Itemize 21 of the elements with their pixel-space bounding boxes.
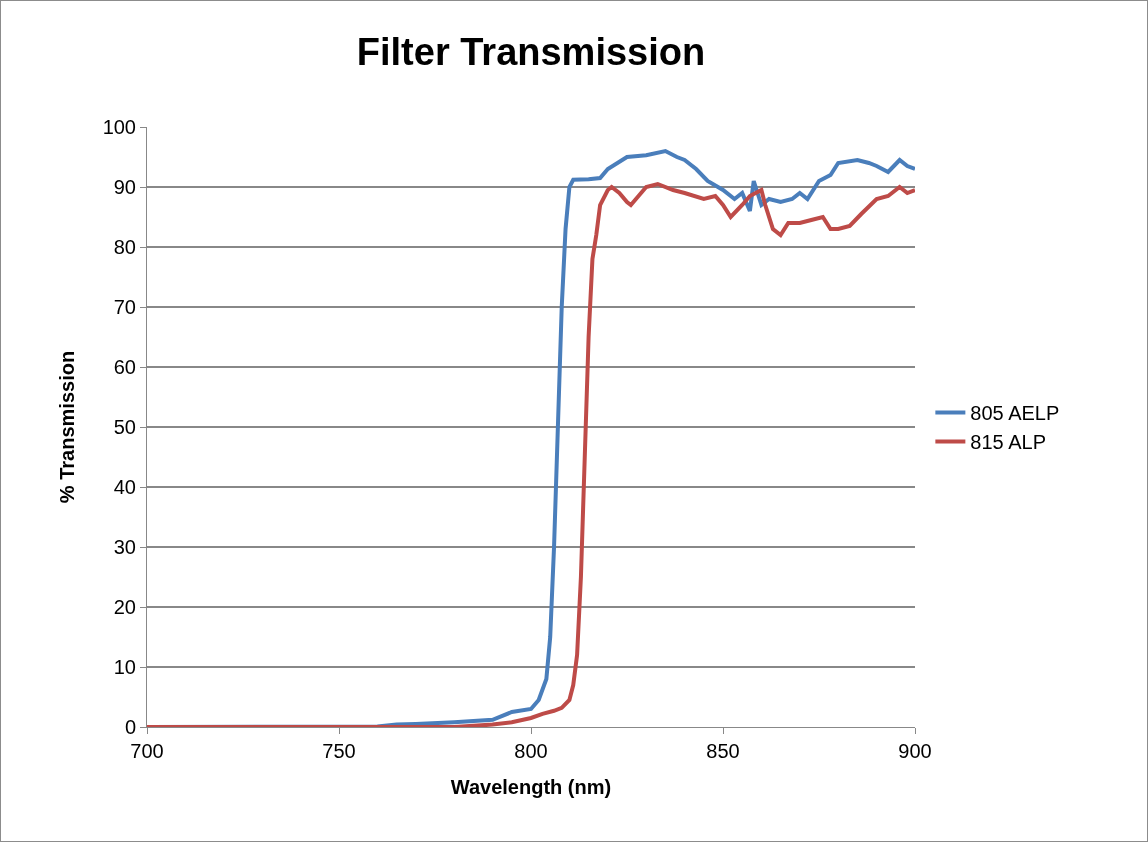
y-tick-label: 20 — [113, 596, 136, 618]
y-tick-label: 10 — [113, 656, 136, 678]
x-tick-label: 900 — [898, 740, 932, 762]
y-tick-label: 100 — [102, 116, 136, 138]
y-tick-label: 40 — [113, 476, 136, 498]
y-tick-label: 30 — [113, 536, 136, 558]
y-tick-label: 90 — [113, 176, 136, 198]
y-tick-label: 70 — [113, 296, 136, 318]
x-tick-label: 750 — [322, 740, 356, 762]
x-tick-label: 700 — [130, 740, 164, 762]
x-tick-label: 850 — [706, 740, 740, 762]
y-tick-label: 60 — [113, 356, 136, 378]
legend-label: 805 AELP — [970, 402, 1060, 425]
x-tick-label: 800 — [514, 740, 548, 762]
y-tick-label: 50 — [113, 416, 136, 438]
y-tick-label: 80 — [113, 236, 136, 258]
x-axis-title: Wavelength (nm) — [450, 775, 612, 798]
chart-title: Filter Transmission — [356, 31, 706, 74]
legend-label: 815 ALP — [970, 431, 1046, 454]
y-tick-label: 0 — [124, 716, 136, 738]
y-axis-title: % Transmission — [56, 350, 79, 504]
